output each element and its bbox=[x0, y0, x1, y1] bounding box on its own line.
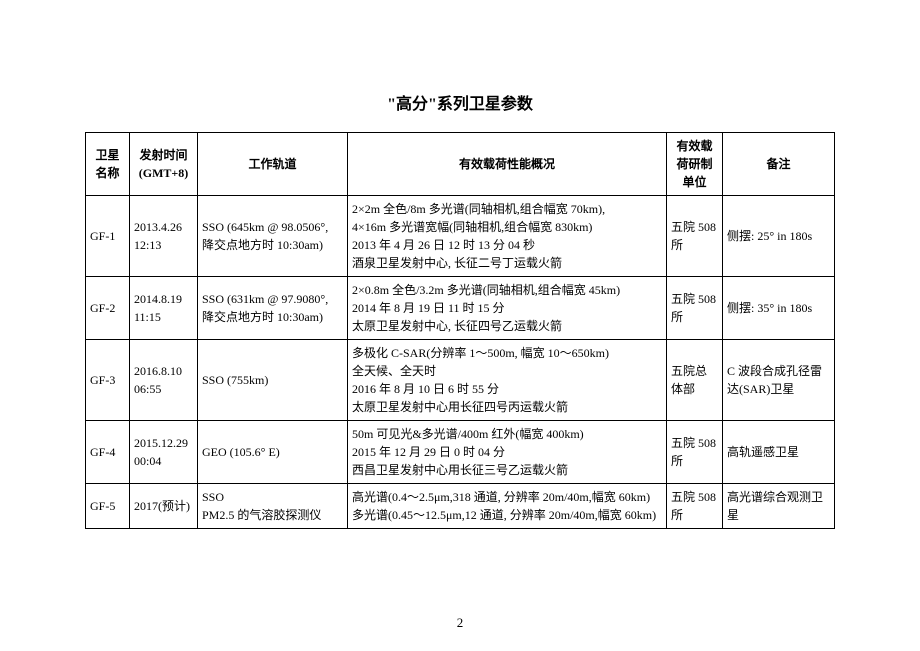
col-header-payload: 有效载荷性能概况 bbox=[348, 133, 667, 196]
satellite-table: 卫星名称 发射时间 (GMT+8) 工作轨道 有效载荷性能概况 有效载荷研制单位… bbox=[85, 132, 835, 529]
cell-payload: 高光谱(0.4～2.5μm,318 通道, 分辨率 20m/40m,幅宽 60k… bbox=[348, 484, 667, 529]
cell-name: GF-3 bbox=[86, 340, 130, 421]
cell-remark: 侧摆: 35° in 180s bbox=[723, 277, 835, 340]
table-body: GF-1 2013.4.2612:13 SSO (645km @ 98.0506… bbox=[86, 196, 835, 529]
cell-name: GF-2 bbox=[86, 277, 130, 340]
cell-orbit: GEO (105.6° E) bbox=[198, 421, 348, 484]
cell-orbit: SSO (631km @ 97.9080°,降交点地方时 10:30am) bbox=[198, 277, 348, 340]
cell-orbit: SSO (645km @ 98.0506°,降交点地方时 10:30am) bbox=[198, 196, 348, 277]
cell-orbit: SSO (755km) bbox=[198, 340, 348, 421]
col-header-dev: 有效载荷研制单位 bbox=[667, 133, 723, 196]
cell-remark: 高光谱综合观测卫星 bbox=[723, 484, 835, 529]
cell-dev: 五院 508 所 bbox=[667, 484, 723, 529]
cell-remark: C 波段合成孔径雷达(SAR)卫星 bbox=[723, 340, 835, 421]
col-header-time: 发射时间 (GMT+8) bbox=[130, 133, 198, 196]
cell-name: GF-1 bbox=[86, 196, 130, 277]
table-row: GF-1 2013.4.2612:13 SSO (645km @ 98.0506… bbox=[86, 196, 835, 277]
cell-payload: 多极化 C-SAR(分辨率 1～500m, 幅宽 10～650km)全天候、全天… bbox=[348, 340, 667, 421]
cell-dev: 五院 508 所 bbox=[667, 421, 723, 484]
page-title: "高分"系列卫星参数 bbox=[85, 90, 835, 114]
col-header-remark: 备注 bbox=[723, 133, 835, 196]
table-row: GF-4 2015.12.2900:04 GEO (105.6° E) 50m … bbox=[86, 421, 835, 484]
cell-time: 2015.12.2900:04 bbox=[130, 421, 198, 484]
cell-dev: 五院 508 所 bbox=[667, 196, 723, 277]
col-header-name: 卫星名称 bbox=[86, 133, 130, 196]
cell-orbit: SSOPM2.5 的气溶胶探测仪 bbox=[198, 484, 348, 529]
table-row: GF-2 2014.8.1911:15 SSO (631km @ 97.9080… bbox=[86, 277, 835, 340]
cell-dev: 五院总体部 bbox=[667, 340, 723, 421]
col-header-orbit: 工作轨道 bbox=[198, 133, 348, 196]
cell-time: 2014.8.1911:15 bbox=[130, 277, 198, 340]
cell-payload: 2×0.8m 全色/3.2m 多光谱(同轴相机,组合幅宽 45km)2014 年… bbox=[348, 277, 667, 340]
cell-dev: 五院 508 所 bbox=[667, 277, 723, 340]
cell-remark: 高轨遥感卫星 bbox=[723, 421, 835, 484]
cell-time: 2016.8.1006:55 bbox=[130, 340, 198, 421]
cell-name: GF-4 bbox=[86, 421, 130, 484]
table-header-row: 卫星名称 发射时间 (GMT+8) 工作轨道 有效载荷性能概况 有效载荷研制单位… bbox=[86, 133, 835, 196]
cell-time: 2017(预计) bbox=[130, 484, 198, 529]
page-number: 2 bbox=[0, 615, 920, 631]
table-row: GF-3 2016.8.1006:55 SSO (755km) 多极化 C-SA… bbox=[86, 340, 835, 421]
cell-payload: 2×2m 全色/8m 多光谱(同轴相机,组合幅宽 70km),4×16m 多光谱… bbox=[348, 196, 667, 277]
cell-remark: 侧摆: 25° in 180s bbox=[723, 196, 835, 277]
cell-payload: 50m 可见光&多光谱/400m 红外(幅宽 400km)2015 年 12 月… bbox=[348, 421, 667, 484]
cell-time: 2013.4.2612:13 bbox=[130, 196, 198, 277]
table-row: GF-5 2017(预计) SSOPM2.5 的气溶胶探测仪 高光谱(0.4～2… bbox=[86, 484, 835, 529]
cell-name: GF-5 bbox=[86, 484, 130, 529]
